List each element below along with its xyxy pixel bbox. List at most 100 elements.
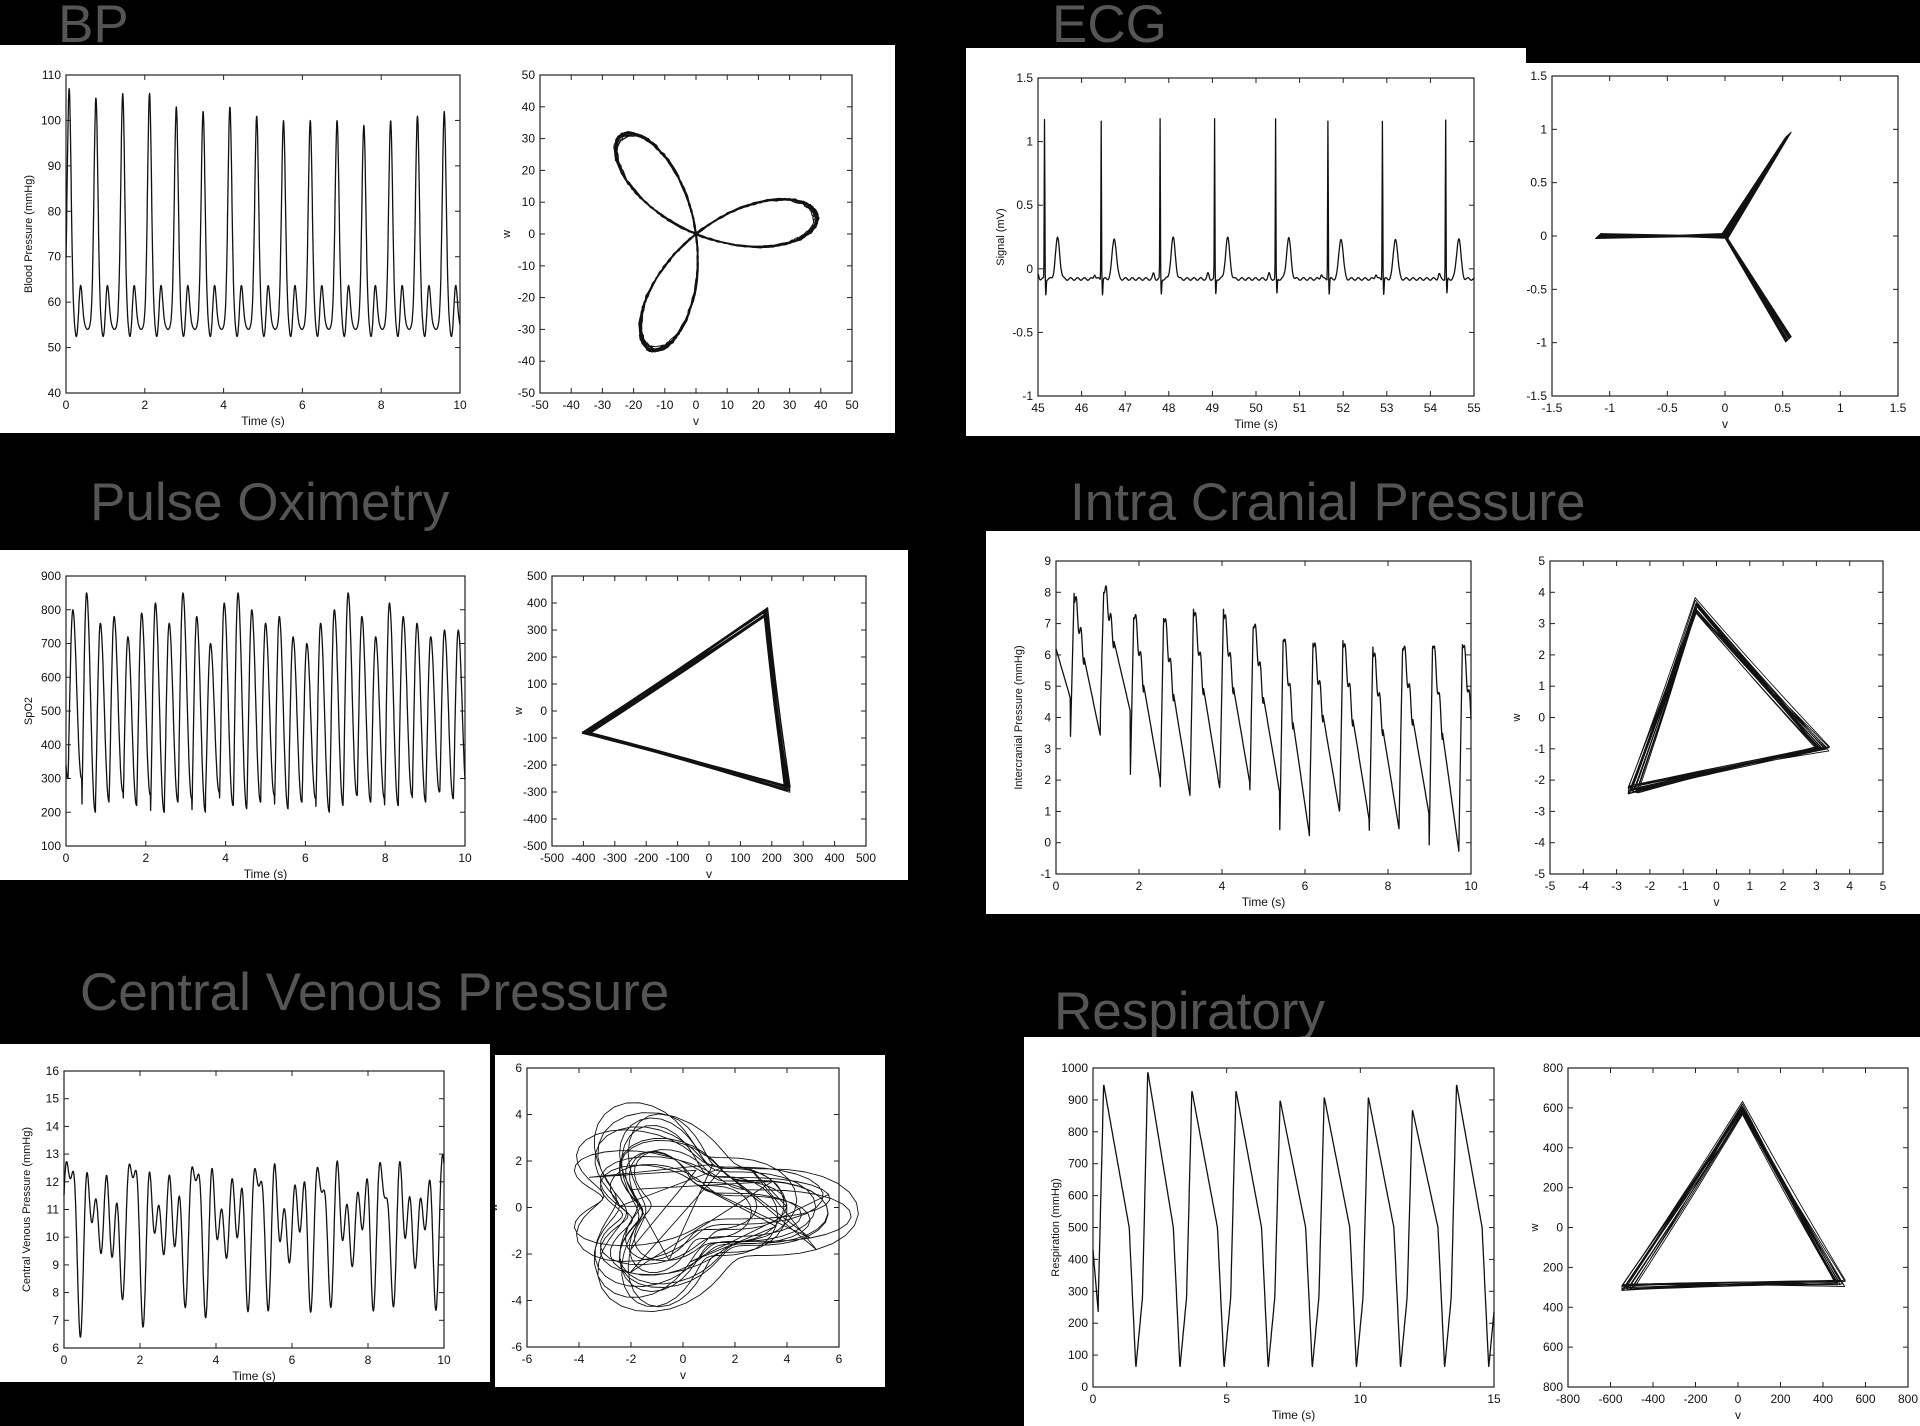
bp-time-xtick-label: 2	[141, 398, 148, 412]
pulse-phase-xtick-label: 500	[856, 851, 876, 865]
pulse-phase-ytick-label: -300	[523, 785, 547, 799]
resp-time-xtick-label: 10	[1354, 1392, 1368, 1406]
ecg-time-frame	[1037, 77, 1475, 397]
ecg-time-xtick-label: 48	[1162, 401, 1176, 415]
resp-time-svg: 0 5 10 15 0 100 200 300 400 500 600 700 800 900 1000 Ti…	[1050, 1061, 1501, 1422]
icp-time-xtick-label: 10	[1464, 879, 1478, 893]
bp-time-xtick-label: 8	[378, 398, 385, 412]
ecg-time-ylabel: Signal (mV)	[995, 208, 1007, 265]
icp-phase-xtick-label: 2	[1780, 879, 1787, 893]
cvp-time-ytick-label: 13	[46, 1147, 60, 1161]
cvp-time-ytick-label: 15	[46, 1092, 60, 1106]
bp-time-series	[65, 88, 461, 338]
pulse-phase-xtick-label: -100	[666, 851, 690, 865]
resp-phase-xtick-label: -600	[1598, 1392, 1622, 1406]
bp-phase-xtick-label: -10	[656, 398, 674, 412]
cvp-phase-line	[573, 1102, 859, 1313]
pulse-phase-ytick-label: 300	[527, 623, 547, 637]
icp-phase-ytick-label: -2	[1534, 773, 1545, 787]
icp-time-xlabel: Time (s)	[1242, 895, 1286, 909]
ecg-panel-right: -1.5-1-0.500.511.5-1.5-1-0.500.511.5vw	[1526, 63, 1920, 436]
pulse-phase-ytick-label: -500	[523, 839, 547, 853]
resp-phase-ytick-label: 200	[1543, 1181, 1563, 1195]
bp-phase-ytick-label: -50	[518, 386, 536, 400]
cvp-time-ylabel: Central Venous Pressure (mmHg)	[21, 1127, 33, 1292]
icp-time-ytick-label: 9	[1044, 554, 1051, 568]
cvp-phase-xtick-label: -6	[522, 1352, 533, 1366]
pulse-phase-xtick-label: 0	[706, 851, 713, 865]
pulse-phase-xtick-label: 100	[730, 851, 750, 865]
cvp-time-xtick-label: 4	[213, 1353, 220, 1367]
icp-phase-xtick-label: 4	[1846, 879, 1853, 893]
title-intra-cranial-pressure: Intra Cranial Pressure	[1070, 473, 1586, 532]
cvp-phase-xtick-label: 2	[732, 1352, 739, 1366]
bp-phase-ytick-label: -10	[518, 259, 536, 273]
bp-phase-ytick-label: 50	[522, 68, 536, 82]
resp-phase-line	[1621, 1100, 1846, 1291]
bp-time-ytick-label: 110	[42, 68, 61, 82]
bp-phase-ylabel: w	[501, 230, 513, 239]
cvp-time-svg: 0 2 4 6 8 10 6 7 8 9 10 11 12 13 14 15 16 Time (s) Central…	[21, 1064, 451, 1382]
resp-time-xlabel: Time (s)	[1272, 1408, 1316, 1422]
icp-phase-xtick-label: -2	[1645, 879, 1656, 893]
bp-phase-svg: -50 -40 -30 -20 -10 0 10 20 30 40 50 -50 -40 -30 -20 -1…	[501, 68, 859, 428]
cvp-panel-left: 0 2 4 6 8 10 6 7 8 9 10 11 12 13 14 15 16 Time (s) Central…	[0, 1044, 490, 1382]
icp-time-xtick-label: 0	[1053, 879, 1060, 893]
ecg-time-svg: 45 46 47 48 49 50 51 52 53 54 55 -1 -0.5 0 0.5 1 1.5 Time…	[995, 71, 1481, 431]
pulse-time-line	[65, 592, 466, 813]
bp-time-ytick-label: 100	[41, 113, 61, 127]
pulse-phase-ytick-label: 200	[527, 650, 547, 664]
cvp-phase-frame	[526, 1067, 840, 1348]
icp-phase-ylabel: w	[1511, 713, 1523, 722]
ecg-phase-ytick-label: 0.5	[1530, 176, 1547, 190]
bp-phase-ytick-label: 10	[522, 195, 536, 209]
icp-phase-xtick-label: -1	[1678, 879, 1689, 893]
pulse-phase-ytick-label: 500	[527, 569, 547, 583]
resp-phase-ytick-label: 400	[1543, 1300, 1563, 1314]
ecg-time-xtick-label: 55	[1467, 401, 1481, 415]
icp-phase-xtick-label: -5	[1545, 879, 1556, 893]
cvp-phase-xlabel: v	[680, 1368, 686, 1382]
resp-time-ytick-label: 100	[1068, 1348, 1088, 1362]
bp-phase-ytick-label: -40	[518, 354, 536, 368]
pulse-phase-xtick-label: -300	[603, 851, 627, 865]
ecg-time-xtick-label: 52	[1337, 401, 1351, 415]
resp-phase-ylabel: w	[1529, 1223, 1541, 1232]
cvp-time-ytick-label: 7	[52, 1313, 59, 1327]
bp-phase-ytick-label: 20	[522, 163, 536, 177]
pulse-time-ylabel: SpO2	[23, 697, 35, 725]
icp-phase-ytick-label: 0	[1538, 711, 1545, 725]
pulse-phase-ytick-label: -100	[523, 731, 547, 745]
cvp-phase-ytick-label: 4	[515, 1108, 522, 1122]
icp-time-xtick-label: 2	[1136, 879, 1143, 893]
resp-phase-ytick-label: 800	[1543, 1061, 1563, 1075]
cvp-phase-ytick-label: -6	[511, 1340, 522, 1354]
ecg-time-xtick-label: 47	[1119, 401, 1133, 415]
cvp-time-frame	[63, 1070, 445, 1349]
bp-time-xtick-label: 6	[299, 398, 306, 412]
icp-phase-xlabel: v	[1714, 895, 1720, 909]
resp-time-ytick-label: 200	[1068, 1316, 1088, 1330]
resp-time-ytick-label: 300	[1068, 1284, 1088, 1298]
ecg-phase-xtick-label: 1.5	[1890, 401, 1907, 415]
resp-phase-xtick-label: -800	[1556, 1392, 1580, 1406]
pulse-time-xlabel: Time (s)	[244, 867, 288, 880]
resp-phase-ytick-label: 600	[1543, 1101, 1563, 1115]
bp-time-xtick-label: 10	[453, 398, 467, 412]
cvp-time-ytick-label: 16	[46, 1064, 60, 1078]
bp-time-xtick-label: 4	[220, 398, 227, 412]
ecg-time-xtick-label: 45	[1031, 401, 1045, 415]
icp-time-ytick-label: 0	[1044, 836, 1051, 850]
icp-time-ytick-label: 8	[1044, 585, 1051, 599]
ecg-time-xtick-label: 49	[1206, 401, 1220, 415]
icp-phase-xtick-label: 3	[1813, 879, 1820, 893]
bp-phase-line	[613, 130, 820, 353]
resp-phase-series	[1621, 1100, 1846, 1291]
bp-phase-xlabel: v	[693, 414, 699, 428]
ecg-phase-line	[1595, 131, 1792, 343]
pulse-time-xtick-label: 4	[222, 851, 229, 865]
pulse-phase-xtick-label: -400	[571, 851, 595, 865]
ecg-time-ytick-label: 1	[1026, 135, 1033, 149]
resp-time-ytick-label: 900	[1068, 1093, 1088, 1107]
ecg-time-ytick-label: 0	[1026, 262, 1033, 276]
